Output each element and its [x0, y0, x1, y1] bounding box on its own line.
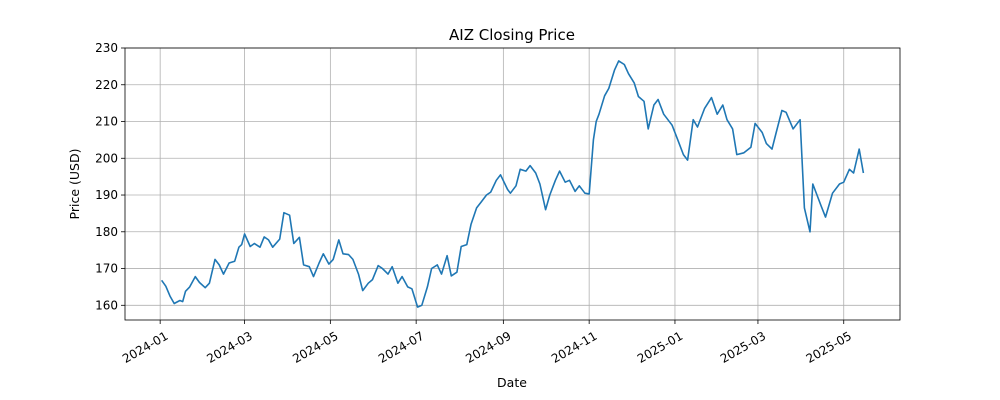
x-tick-label: 2024-07 [376, 329, 426, 366]
y-tick-label: 160 [95, 298, 118, 312]
x-tick-label: 2025-05 [804, 329, 854, 366]
grid-layer [125, 47, 900, 320]
x-tick-label: 2024-05 [290, 329, 340, 366]
series-layer [160, 60, 865, 308]
y-tick-label: 190 [95, 188, 118, 202]
y-tick-label: 180 [95, 225, 118, 239]
y-tick-label: 170 [95, 262, 118, 276]
y-tick-label: 200 [95, 151, 118, 165]
price-series-line [160, 60, 865, 308]
y-axis-label: Price (USD) [67, 149, 82, 220]
plot-frame [124, 47, 901, 321]
x-tick-label: 2025-01 [635, 329, 685, 366]
x-tick-label: 2025-03 [718, 329, 768, 366]
x-tick-label: 2024-01 [120, 329, 170, 366]
x-axis: 2024-01 2024-03 2024-05 2024-07 2024-09 2024-… [120, 320, 854, 366]
y-axis: 160 170 180 190 200 210 220 230 [95, 41, 125, 312]
x-tick-label: 2024-11 [549, 329, 599, 366]
x-axis-label: Date [497, 375, 527, 390]
y-tick-label: 210 [95, 115, 118, 129]
y-tick-label: 230 [95, 41, 118, 55]
x-tick-label: 2024-09 [463, 329, 513, 366]
y-tick-label: 220 [95, 78, 118, 92]
x-tick-label: 2024-03 [204, 329, 254, 366]
chart-title: AIZ Closing Price [449, 26, 575, 44]
